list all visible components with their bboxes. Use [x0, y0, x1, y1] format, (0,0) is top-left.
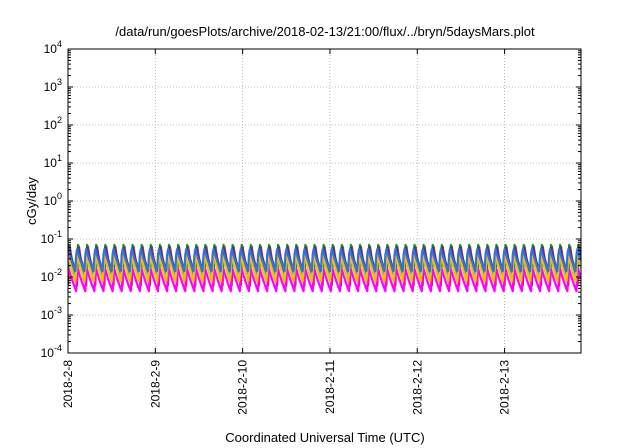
x-tick-label: 2018-2-8	[61, 360, 75, 408]
x-tick-label: 2018-2-9	[148, 360, 162, 408]
y-axis: 10-4 10-3 10-2 10-1 100 101 102 103 104	[41, 39, 581, 360]
y-tick-label: 10-3	[41, 305, 62, 322]
x-axis-label: Coordinated Universal Time (UTC)	[225, 430, 424, 445]
series-group	[68, 243, 581, 293]
x-tick-label: 2018-2-11	[323, 360, 337, 414]
x-tick-label: 2018-2-12	[410, 360, 424, 415]
y-tick-label: 10-4	[41, 343, 62, 360]
series-line	[68, 248, 581, 273]
chart-title: /data/run/goesPlots/archive/2018-02-13/2…	[115, 24, 535, 39]
y-tick-label: 101	[44, 153, 62, 170]
grid	[68, 49, 581, 353]
y-tick-label: 102	[44, 115, 62, 132]
y-tick-label: 104	[44, 39, 62, 56]
y-tick-label: 100	[44, 191, 62, 208]
y-tick-label: 10-1	[41, 229, 62, 246]
plot-frame	[67, 48, 582, 354]
y-tick-label: 10-2	[41, 267, 62, 284]
y-tick-label: 103	[44, 77, 62, 94]
x-tick-label: 2018-2-10	[236, 360, 250, 415]
y-axis-label: cGy/day	[24, 177, 39, 225]
x-axis: 2018-2-8 2018-2-9 2018-2-10 2018-2-11 2018-2…	[61, 49, 512, 415]
x-tick-label: 2018-2-13	[498, 360, 512, 415]
